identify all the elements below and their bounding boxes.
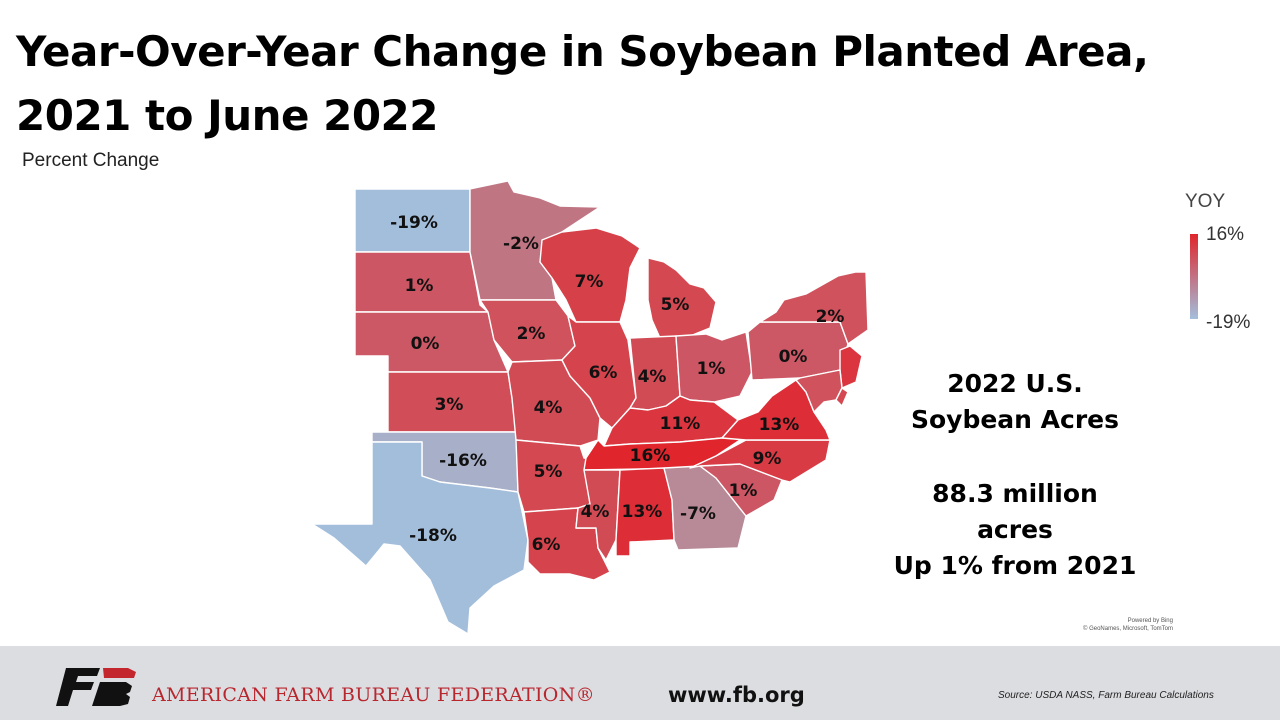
state-delaware[interactable] — [835, 387, 849, 407]
data-source: Source: USDA NASS, Farm Bureau Calculati… — [998, 690, 1214, 701]
map-credit-line-2: © GeoNames, Microsoft, TomTom — [1083, 626, 1173, 632]
state-texas[interactable] — [311, 441, 529, 635]
label-iowa: 2% — [517, 324, 546, 344]
state-wisconsin[interactable] — [539, 227, 641, 323]
state-new-jersey[interactable] — [839, 345, 863, 389]
label-georgia: -7% — [680, 504, 716, 524]
summary-line-3: 88.3 million acres — [932, 479, 1098, 544]
state-maryland[interactable] — [795, 369, 843, 413]
website-link[interactable]: www.fb.org — [668, 683, 805, 707]
summary-line-1: 2022 U.S. — [947, 369, 1083, 398]
legend-title: YOY — [1185, 191, 1226, 212]
label-north-carolina: 9% — [753, 449, 782, 469]
legend-gradient-bar — [1190, 234, 1198, 319]
acreage-summary: 2022 U.S. Soybean Acres 88.3 million acr… — [890, 366, 1140, 584]
map-states — [311, 180, 869, 635]
state-michigan[interactable] — [647, 257, 717, 339]
label-texas: -18% — [409, 526, 457, 546]
label-indiana: 4% — [638, 367, 667, 387]
label-mississippi: 4% — [581, 502, 610, 522]
summary-line-4: Up 1% from 2021 — [893, 551, 1137, 580]
label-oklahoma: -16% — [439, 451, 487, 471]
footer: AMERICAN FARM BUREAU FEDERATION® www.fb.… — [0, 646, 1280, 720]
label-south-carolina: 1% — [729, 481, 758, 501]
organization-name: AMERICAN FARM BUREAU FEDERATION® — [152, 684, 595, 706]
fb-logo-icon — [56, 668, 136, 706]
subtitle: Percent Change — [22, 150, 160, 171]
title-line-1: Year-Over-Year Change in Soybean Planted… — [16, 27, 1149, 76]
label-arkansas: 5% — [534, 462, 563, 482]
map-state-labels: -19% 1% 0% 3% -16% -18% -2% 2% 4% 5% 6% … — [390, 213, 844, 555]
title-line-2: 2021 to June 2022 — [16, 91, 439, 140]
map-credit: Powered by Bing © GeoNames, Microsoft, T… — [1068, 617, 1173, 633]
legend-max-label: 16% — [1206, 224, 1245, 245]
choropleth-map: -19% 1% 0% 3% -16% -18% -2% 2% 4% 5% 6% … — [311, 180, 869, 635]
label-alabama: 13% — [622, 502, 663, 522]
state-new-york[interactable] — [759, 271, 869, 345]
chart-title: Year-Over-Year Change in Soybean Planted… — [16, 20, 1216, 148]
label-tennessee: 16% — [630, 446, 671, 466]
summary-line-2: Soybean Acres — [910, 405, 1120, 434]
label-kentucky: 11% — [660, 414, 701, 434]
label-virginia: 13% — [759, 415, 800, 435]
state-illinois[interactable] — [561, 315, 637, 429]
state-south-dakota[interactable] — [354, 251, 489, 313]
label-new-york: 2% — [816, 307, 845, 327]
label-nebraska: 0% — [411, 334, 440, 354]
map-credit-line-1: Powered by Bing — [1127, 618, 1173, 624]
label-illinois: 6% — [589, 363, 618, 383]
label-louisiana: 6% — [532, 535, 561, 555]
label-minnesota: -2% — [503, 234, 539, 254]
label-pennsylvania: 0% — [779, 347, 808, 367]
label-missouri: 4% — [534, 398, 563, 418]
label-michigan: 5% — [661, 295, 690, 315]
state-north-carolina[interactable] — [689, 439, 831, 483]
label-south-dakota: 1% — [405, 276, 434, 296]
label-ohio: 1% — [697, 359, 726, 379]
legend-min-label: -19% — [1206, 312, 1251, 333]
label-north-dakota: -19% — [390, 213, 438, 233]
label-kansas: 3% — [435, 395, 464, 415]
label-wisconsin: 7% — [575, 272, 604, 292]
